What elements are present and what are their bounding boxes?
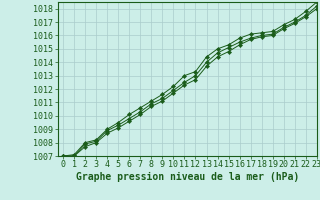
X-axis label: Graphe pression niveau de la mer (hPa): Graphe pression niveau de la mer (hPa) <box>76 172 299 182</box>
